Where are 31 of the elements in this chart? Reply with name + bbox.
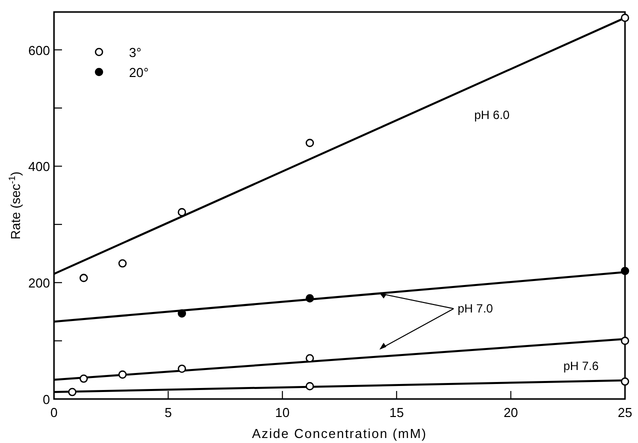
point [306, 382, 314, 390]
x-axis-title: Azide Concentration (mM) [252, 426, 427, 441]
point [306, 354, 314, 362]
point [178, 309, 186, 318]
annotation: pH 6.0 [474, 108, 510, 122]
point [620, 377, 630, 386]
point [178, 208, 186, 216]
x-tick-label: 25 [618, 405, 632, 420]
legend-label: 20° [129, 65, 149, 80]
point [306, 294, 314, 302]
x-tick-label: 15 [389, 405, 404, 420]
point [620, 336, 630, 345]
annotation: pH 7.0 [458, 302, 494, 316]
y-tick-label: 400 [28, 159, 50, 174]
point [68, 388, 76, 396]
point [80, 274, 88, 282]
point [118, 370, 127, 379]
y-tick-label: 600 [28, 42, 50, 58]
y-tick-label: 200 [28, 276, 50, 291]
point [80, 374, 88, 383]
point [178, 364, 186, 373]
point [118, 259, 127, 268]
x-tick-label: 5 [164, 405, 172, 420]
point [620, 14, 630, 22]
x-tick-label: 10 [275, 405, 290, 420]
legend-label: 3° [129, 45, 142, 60]
point [306, 138, 314, 148]
x-tick-label: 20 [504, 405, 518, 420]
y-tick-label: 0 [42, 392, 50, 407]
annotation: pH 7.6 [563, 358, 600, 373]
point [620, 266, 630, 276]
